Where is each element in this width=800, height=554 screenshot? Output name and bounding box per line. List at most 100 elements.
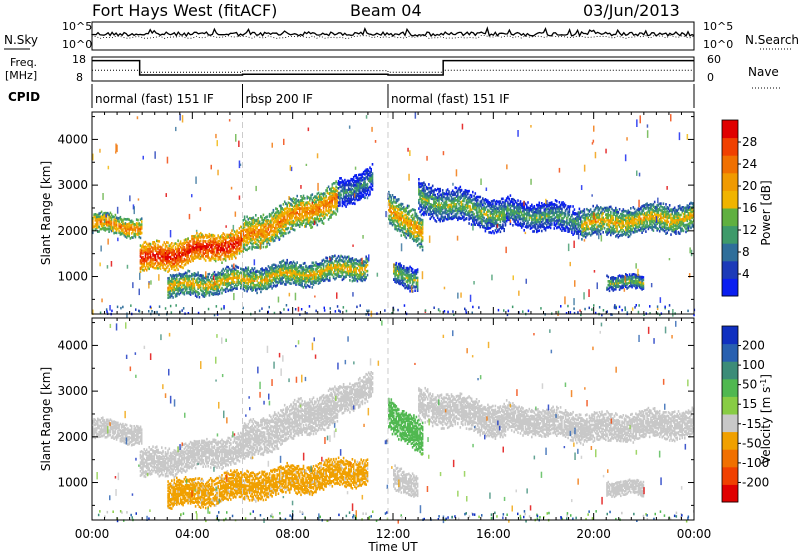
velocity-colorbar-cell xyxy=(722,466,738,485)
time-tick-label: 00:00 xyxy=(75,527,110,541)
velocity-ylabel: Slant Range [km] xyxy=(39,367,53,471)
power-colorbar-cell xyxy=(722,137,738,156)
time-tick-label: 12:00 xyxy=(376,527,411,541)
power-colorbar-cell xyxy=(722,155,738,174)
freq-label: Freq. xyxy=(10,56,37,69)
freq-trace xyxy=(92,59,694,76)
velocity-colorbar-cell xyxy=(722,414,738,433)
velocity-colorbar-label-main: Velocity [m s xyxy=(759,387,773,464)
velocity-colorbar-cell xyxy=(722,343,738,362)
velocity-ytick-label: 2000 xyxy=(57,430,88,444)
power-colorbar: 4 8 12 16 20 24 28 xyxy=(721,119,757,297)
power-echo-band xyxy=(388,190,424,252)
power-ytick-label: 3000 xyxy=(57,178,88,192)
power-echo-band xyxy=(167,254,369,299)
velocity-scatter-speckles xyxy=(96,320,695,524)
time-tick-label: 00:00 xyxy=(677,527,712,541)
velocity-echo-band xyxy=(139,429,245,479)
power-colorbar-cell xyxy=(722,278,738,297)
noise-right-tick-low: 10^0 xyxy=(703,38,733,51)
time-tick-label: 04:00 xyxy=(175,527,210,541)
noise-left-tick-low: 10^0 xyxy=(62,38,92,51)
power-colorbar-cell xyxy=(722,208,738,227)
velocity-ytick-label: 4000 xyxy=(57,338,88,352)
power-colorbar-tick: 12 xyxy=(742,223,757,237)
power-echo-band xyxy=(505,194,582,236)
power-colorbar-cell xyxy=(722,172,738,191)
nave-trace xyxy=(92,69,694,73)
velocity-colorbar-cell xyxy=(722,431,738,450)
radar-title: Fort Hays West (fitACF) xyxy=(92,1,277,20)
power-colorbar-cell xyxy=(722,243,738,262)
freq-left-tick-high: 18 xyxy=(72,53,86,66)
velocity-echo-data xyxy=(92,318,695,524)
power-echo-band xyxy=(418,178,507,235)
nave-label: Nave xyxy=(748,65,779,79)
power-colorbar-cell xyxy=(722,190,738,209)
cpid-segment-label: normal (fast) 151 IF xyxy=(391,92,510,106)
velocity-colorbar-label: Velocity [m s-1] xyxy=(759,374,774,464)
power-colorbar-cell xyxy=(722,225,738,244)
cpid-label: CPID xyxy=(8,90,40,104)
velocity-colorbar-cell xyxy=(722,396,738,415)
nsky-trace xyxy=(91,26,695,38)
power-colorbar-tick: 28 xyxy=(742,135,757,149)
velocity-colorbar-tick: -15 xyxy=(742,417,762,431)
power-echo-data xyxy=(92,112,696,318)
velocity-axes: 1000 2000 3000 4000 xyxy=(57,318,695,520)
velocity-colorbar-cell xyxy=(722,484,738,503)
power-ytick-label: 2000 xyxy=(57,224,88,238)
velocity-colorbar-tick: 200 xyxy=(742,339,765,353)
velocity-echo-band xyxy=(337,371,374,415)
velocity-colorbar-cell xyxy=(722,378,738,397)
power-echo-band xyxy=(92,210,143,240)
time-axis-ticks: 00:00 04:00 08:00 12:00 16:00 20:00 00:00 xyxy=(75,527,712,541)
noise-left-tick-high: 10^5 xyxy=(62,20,92,33)
time-tick-label: 08:00 xyxy=(275,527,310,541)
velocity-ytick-label: 3000 xyxy=(57,384,88,398)
power-echo-band xyxy=(393,261,419,293)
nsearch-label: N.Search xyxy=(745,33,799,47)
power-colorbar-tick: 8 xyxy=(742,245,750,259)
noise-right-tick-high: 10^5 xyxy=(703,20,733,33)
cpid-segment-label: rbsp 200 IF xyxy=(246,92,313,106)
power-ytick-label: 4000 xyxy=(57,132,88,146)
velocity-ytick-label: 1000 xyxy=(57,476,88,490)
power-echo-band xyxy=(139,225,245,273)
power-echo-band xyxy=(242,180,339,252)
velocity-colorbar-label-sup: -1 xyxy=(759,379,768,387)
freq-unit-label: [MHz] xyxy=(5,69,37,82)
velocity-echo-band xyxy=(388,397,424,456)
power-colorbar-tick: 20 xyxy=(742,179,757,193)
noise-panel xyxy=(91,21,695,51)
velocity-colorbar-tick: -200 xyxy=(742,475,769,489)
freq-right-tick-high: 60 xyxy=(707,53,721,66)
velocity-colorbar-cell xyxy=(722,449,738,468)
velocity-colorbar-tick: -50 xyxy=(742,436,762,450)
time-tick-label: 20:00 xyxy=(576,527,611,541)
velocity-echo-band xyxy=(92,416,143,447)
noise-traces xyxy=(91,26,695,39)
velocity-colorbar-tick: 15 xyxy=(742,397,757,411)
power-colorbar-tick: 4 xyxy=(742,267,750,281)
freq-panel xyxy=(91,56,695,82)
power-colorbar-cell xyxy=(722,260,738,279)
time-tick-label: 16:00 xyxy=(476,527,511,541)
velocity-colorbar-tick: 100 xyxy=(742,358,765,372)
time-axis-label: Time UT xyxy=(367,540,418,554)
velocity-echo-band xyxy=(581,406,695,446)
velocity-colorbar-label-end: ] xyxy=(759,374,773,379)
velocity-colorbar-tick: 50 xyxy=(742,378,757,392)
velocity-echo-band xyxy=(393,464,419,498)
velocity-colorbar-cell xyxy=(722,326,738,345)
velocity-colorbar-tick: -100 xyxy=(742,456,769,470)
freq-right-tick-low: 0 xyxy=(707,71,714,84)
power-colorbar-label: Power [dB] xyxy=(759,180,773,245)
power-echo-band xyxy=(581,200,695,241)
velocity-echo-band xyxy=(242,385,339,460)
beam-label: Beam 04 xyxy=(350,1,422,20)
power-colorbar-cell xyxy=(722,120,738,139)
velocity-colorbar-cell xyxy=(722,361,738,380)
power-axes: 1000 2000 3000 4000 xyxy=(57,112,695,314)
